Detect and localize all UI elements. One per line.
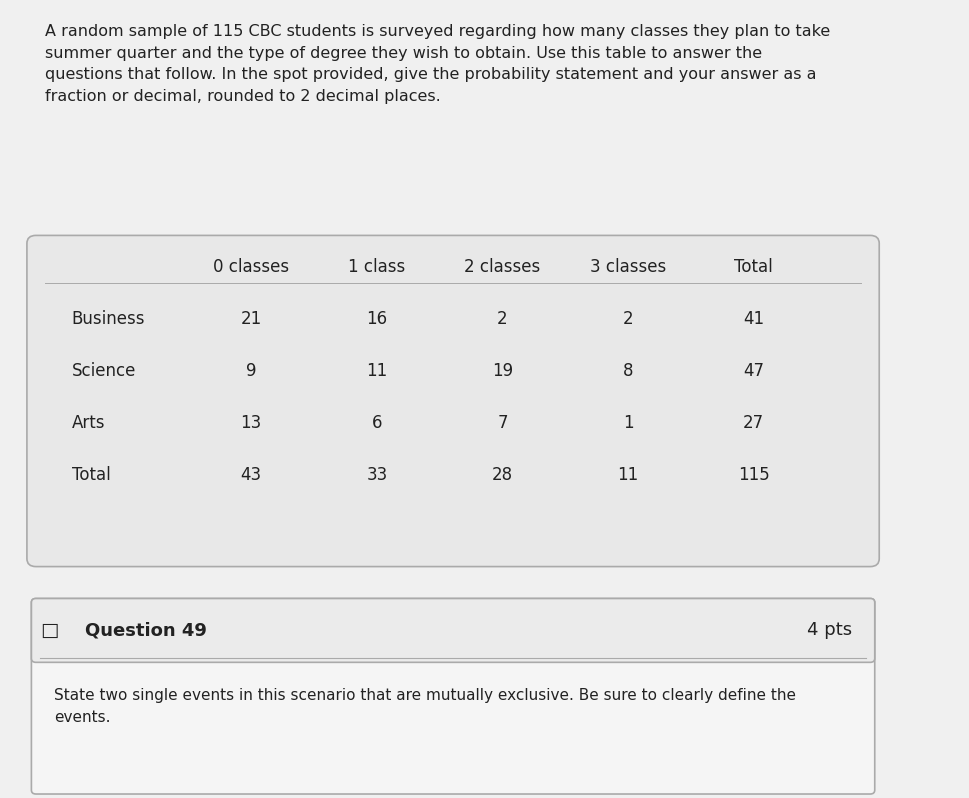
Text: A random sample of 115 CBC students is surveyed regarding how many classes they : A random sample of 115 CBC students is s… bbox=[45, 24, 830, 104]
Text: Science: Science bbox=[72, 362, 137, 380]
Text: 28: 28 bbox=[492, 466, 513, 484]
Text: 11: 11 bbox=[617, 466, 639, 484]
Text: 7: 7 bbox=[497, 414, 508, 432]
Text: 2 classes: 2 classes bbox=[464, 259, 541, 276]
Text: 13: 13 bbox=[240, 414, 262, 432]
Text: 19: 19 bbox=[492, 362, 513, 380]
Text: 43: 43 bbox=[240, 466, 262, 484]
Text: □: □ bbox=[40, 621, 58, 640]
Text: 27: 27 bbox=[743, 414, 765, 432]
Text: Arts: Arts bbox=[72, 414, 106, 432]
Text: State two single events in this scenario that are mutually exclusive. Be sure to: State two single events in this scenario… bbox=[54, 688, 796, 725]
FancyBboxPatch shape bbox=[31, 598, 875, 794]
Text: 9: 9 bbox=[246, 362, 257, 380]
Text: 21: 21 bbox=[240, 310, 262, 328]
Text: 115: 115 bbox=[737, 466, 769, 484]
Text: 6: 6 bbox=[371, 414, 382, 432]
Text: 47: 47 bbox=[743, 362, 765, 380]
Text: 4 pts: 4 pts bbox=[807, 622, 853, 639]
Text: 0 classes: 0 classes bbox=[213, 259, 290, 276]
Text: 11: 11 bbox=[366, 362, 388, 380]
Text: Business: Business bbox=[72, 310, 145, 328]
Text: 2: 2 bbox=[497, 310, 508, 328]
Text: 33: 33 bbox=[366, 466, 388, 484]
Text: 3 classes: 3 classes bbox=[590, 259, 666, 276]
Text: 8: 8 bbox=[623, 362, 634, 380]
Text: 2: 2 bbox=[623, 310, 634, 328]
Text: 1 class: 1 class bbox=[348, 259, 405, 276]
Text: 1: 1 bbox=[623, 414, 634, 432]
FancyBboxPatch shape bbox=[31, 598, 875, 662]
Text: Question 49: Question 49 bbox=[85, 622, 207, 639]
Text: 41: 41 bbox=[743, 310, 765, 328]
Text: 16: 16 bbox=[366, 310, 388, 328]
Text: Total: Total bbox=[72, 466, 110, 484]
FancyBboxPatch shape bbox=[27, 235, 879, 567]
Text: Total: Total bbox=[735, 259, 773, 276]
